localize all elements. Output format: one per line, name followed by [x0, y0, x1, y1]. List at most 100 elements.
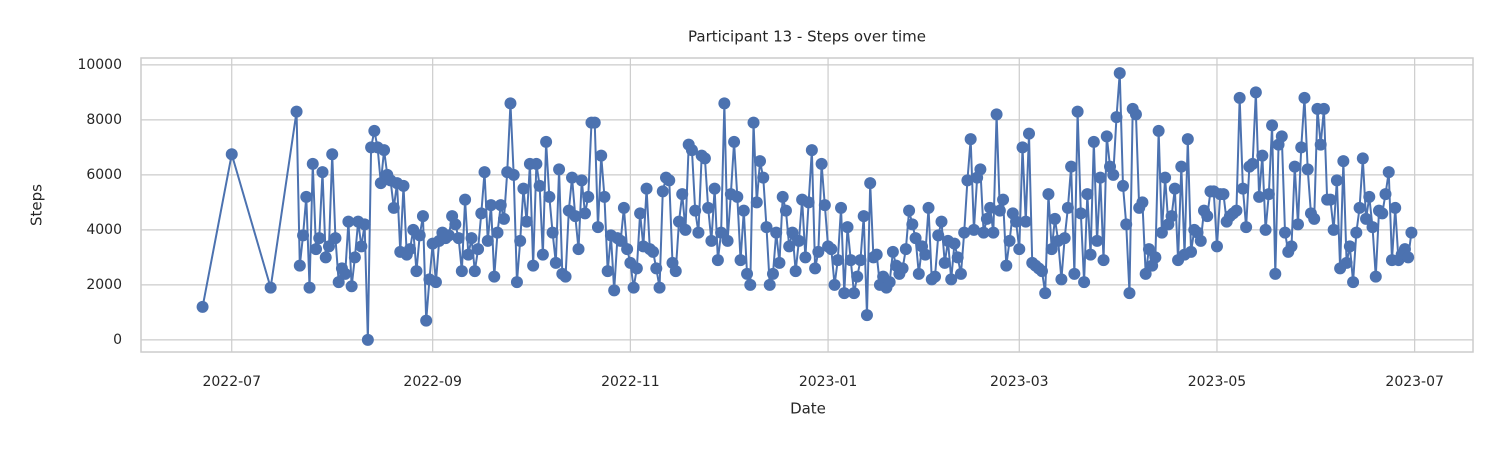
- data-point: [1363, 190, 1376, 203]
- data-point: [510, 276, 523, 289]
- data-point: [860, 309, 873, 322]
- data-point: [847, 287, 860, 300]
- data-point: [1337, 155, 1350, 168]
- data-point: [374, 177, 387, 190]
- data-point: [906, 218, 919, 231]
- data-point: [429, 276, 442, 289]
- data-point: [1279, 226, 1292, 239]
- data-point: [903, 204, 916, 217]
- data-point: [1042, 188, 1055, 201]
- data-point: [1159, 171, 1172, 184]
- data-point: [595, 149, 608, 162]
- data-point: [481, 234, 494, 247]
- data-point: [1116, 179, 1129, 192]
- x-tick-label: 2022-07: [202, 374, 261, 390]
- data-point: [763, 278, 776, 291]
- data-point: [705, 234, 718, 247]
- data-point: [540, 135, 553, 148]
- data-point: [475, 207, 488, 220]
- data-point: [601, 265, 614, 278]
- data-point: [1298, 91, 1311, 104]
- data-point: [1120, 218, 1133, 231]
- data-point: [485, 199, 498, 212]
- data-point: [1091, 234, 1104, 247]
- data-point: [355, 240, 368, 253]
- data-point: [818, 199, 831, 212]
- data-point: [1233, 91, 1246, 104]
- data-point: [932, 229, 945, 242]
- data-point: [1019, 215, 1032, 228]
- data-point: [579, 207, 591, 220]
- data-point: [630, 262, 643, 275]
- data-point: [812, 245, 825, 258]
- data-point: [494, 199, 507, 212]
- data-point: [692, 226, 705, 239]
- data-point: [663, 174, 676, 187]
- data-point: [1081, 188, 1094, 201]
- data-point: [1249, 86, 1262, 99]
- data-point: [1185, 245, 1198, 258]
- data-point: [1136, 196, 1149, 209]
- data-point: [319, 251, 332, 264]
- data-point: [348, 251, 361, 264]
- data-point: [1210, 240, 1223, 253]
- y-axis-label: Steps: [28, 184, 46, 226]
- data-point: [987, 226, 1000, 239]
- data-point: [653, 281, 666, 294]
- data-point: [1369, 270, 1382, 283]
- data-point: [1078, 276, 1091, 289]
- data-point: [886, 245, 899, 258]
- data-point: [1039, 287, 1052, 300]
- data-point: [559, 270, 572, 283]
- data-point: [935, 215, 948, 228]
- data-point: [948, 237, 961, 250]
- data-point: [1360, 212, 1373, 225]
- data-point: [640, 182, 653, 195]
- data-point: [588, 116, 601, 129]
- x-tick-label: 2023-07: [1385, 374, 1444, 390]
- data-point: [854, 254, 867, 267]
- data-point: [1000, 259, 1013, 272]
- data-point: [1266, 119, 1279, 132]
- data-point: [747, 116, 760, 129]
- data-point: [841, 221, 854, 234]
- data-point: [766, 267, 779, 280]
- data-point: [919, 248, 932, 261]
- data-point: [553, 163, 566, 176]
- data-point: [459, 193, 472, 206]
- data-point: [1379, 188, 1392, 201]
- data-point: [1356, 152, 1369, 165]
- data-point: [549, 256, 562, 269]
- data-point: [225, 148, 238, 161]
- data-point: [1314, 138, 1327, 151]
- data-point: [527, 259, 540, 272]
- data-point: [306, 157, 319, 170]
- data-point: [1327, 223, 1340, 236]
- y-tick-label: 2000: [86, 277, 122, 293]
- data-point: [533, 179, 546, 192]
- data-point: [449, 218, 462, 231]
- y-tick-label: 6000: [86, 167, 122, 183]
- data-point: [783, 240, 796, 253]
- data-point: [792, 234, 805, 247]
- data-point: [329, 232, 342, 245]
- data-point: [1301, 163, 1314, 176]
- data-point: [922, 201, 935, 214]
- data-point: [1366, 221, 1379, 234]
- data-point: [1058, 232, 1071, 245]
- data-point: [809, 262, 822, 275]
- x-tick-label: 2023-03: [990, 374, 1049, 390]
- data-point: [1107, 168, 1120, 181]
- data-point: [472, 243, 485, 256]
- data-point: [805, 144, 818, 157]
- data-point: [196, 300, 209, 313]
- data-point: [517, 182, 530, 195]
- data-point: [1068, 267, 1081, 280]
- data-point: [1324, 193, 1337, 206]
- data-point: [773, 256, 786, 269]
- data-point: [608, 284, 621, 297]
- data-point: [1061, 201, 1074, 214]
- data-point: [361, 333, 374, 346]
- data-point: [945, 273, 958, 286]
- data-point: [802, 196, 815, 209]
